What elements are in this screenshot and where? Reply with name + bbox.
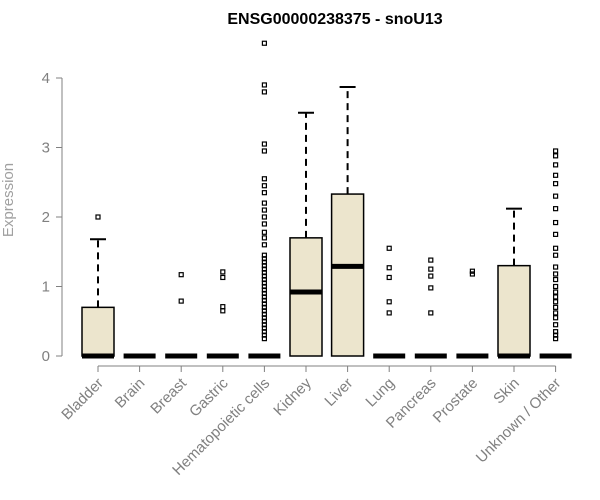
outlier-point	[552, 329, 559, 335]
outlier-point	[261, 207, 267, 213]
y-axis-label: Expression	[0, 163, 17, 237]
outlier-point	[220, 274, 226, 281]
outlier-point	[552, 172, 559, 178]
outlier-point	[261, 141, 267, 147]
outlier-point	[552, 322, 559, 328]
outlier-point	[220, 308, 226, 314]
outlier-point	[220, 304, 226, 310]
outlier-point	[386, 310, 392, 316]
outlier-point	[428, 310, 434, 316]
y-tick-label: 2	[42, 209, 50, 226]
outlier-point	[552, 193, 559, 199]
outlier-point	[552, 315, 559, 321]
box-bladder	[81, 214, 115, 359]
y-axis: 0 1 2 3 4	[42, 70, 63, 365]
x-tick-label: Brain	[112, 375, 149, 412]
outlier-point	[552, 289, 559, 295]
box-body	[81, 306, 115, 357]
chart-title: ENSG00000238375 - snoU13	[227, 11, 442, 28]
outlier-point	[552, 299, 559, 305]
outlier-point	[261, 214, 267, 220]
box-unknown-other	[539, 148, 572, 359]
outlier-point	[261, 235, 267, 241]
outlier-point	[552, 283, 559, 290]
y-tick-label: 0	[42, 348, 50, 365]
outlier-point	[261, 89, 267, 95]
outlier-point	[552, 276, 559, 283]
outlier-point	[261, 221, 267, 227]
box-lung	[373, 245, 406, 359]
outlier-point	[220, 269, 226, 275]
outlier-point	[261, 252, 267, 258]
box-breast	[165, 272, 198, 359]
outlier-point	[261, 190, 267, 196]
outlier-point	[552, 304, 559, 310]
outlier-point	[469, 268, 475, 274]
outlier-point	[552, 271, 559, 277]
box-liver	[330, 86, 365, 357]
outlier-point	[469, 271, 475, 277]
outlier-point	[552, 219, 559, 226]
outlier-point	[552, 231, 559, 237]
outlier-point	[178, 298, 184, 304]
x-tick-label: Prostate	[430, 375, 482, 427]
outlier-point	[261, 183, 267, 189]
outlier-point	[386, 265, 392, 271]
outlier-point	[552, 252, 559, 258]
outlier-point	[261, 176, 267, 182]
box-kidney	[289, 111, 323, 357]
box-gastric	[206, 269, 239, 359]
outlier-point	[261, 82, 267, 88]
y-tick-label: 1	[42, 279, 50, 296]
box-skin	[497, 207, 531, 359]
x-tick-label: Kidney	[270, 374, 315, 419]
outlier-point	[261, 229, 267, 235]
outlier-point	[552, 294, 559, 300]
outlier-point	[428, 257, 434, 263]
box-body	[330, 193, 365, 357]
outlier-point	[386, 245, 392, 251]
outlier-point	[386, 299, 392, 305]
box-group	[81, 40, 572, 359]
outlier-point	[552, 148, 559, 154]
outlier-point	[428, 285, 434, 291]
outlier-point	[552, 206, 559, 212]
outlier-point	[428, 266, 434, 272]
y-tick-label: 4	[42, 70, 50, 87]
outlier-point	[95, 214, 101, 220]
box-prostate	[456, 268, 489, 359]
x-tick-label: Breast	[147, 374, 190, 417]
outlier-point	[261, 242, 267, 248]
x-tick-label: Liver	[321, 375, 356, 410]
box-body	[497, 264, 531, 357]
outlier-point	[261, 40, 267, 46]
box-hematopoietic-cells	[248, 40, 281, 359]
x-tick-label: Skin	[490, 375, 523, 408]
outlier-point	[261, 148, 267, 154]
box-pancreas	[414, 257, 447, 359]
outlier-point	[552, 245, 559, 251]
outlier-point	[178, 272, 184, 278]
box-body	[289, 237, 323, 357]
outlier-point	[386, 274, 392, 281]
outlier-point	[552, 264, 559, 270]
outlier-point	[552, 162, 559, 168]
y-tick-label: 3	[42, 140, 50, 157]
outlier-point	[552, 310, 559, 316]
outlier-point	[552, 153, 559, 159]
outlier-point	[261, 200, 267, 206]
x-tick-label: Bladder	[58, 375, 107, 424]
outlier-point	[428, 273, 434, 279]
x-tick-label: Lung	[362, 375, 398, 411]
outlier-point	[552, 181, 559, 187]
